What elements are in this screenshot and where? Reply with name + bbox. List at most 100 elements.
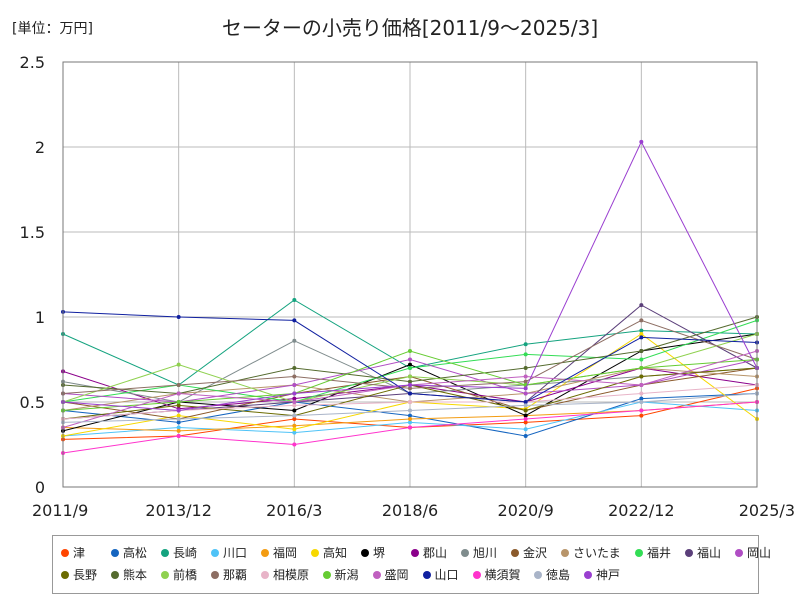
legend-marker-icon	[111, 548, 119, 557]
data-point	[292, 298, 297, 302]
data-point	[523, 408, 528, 413]
legend-label: 津	[73, 546, 86, 560]
data-point	[523, 352, 528, 357]
legend-label: 岡山	[747, 546, 772, 560]
data-point	[639, 332, 644, 336]
data-point	[639, 400, 644, 404]
data-point	[408, 408, 412, 413]
data-point	[176, 434, 181, 438]
data-point	[639, 408, 644, 413]
data-point	[523, 386, 528, 391]
legend-marker-icon	[534, 570, 542, 579]
legend-marker-icon	[361, 548, 369, 557]
data-point	[408, 386, 412, 391]
data-point	[523, 427, 528, 432]
legend-item: 前橋	[161, 566, 197, 584]
legend-item: 盛岡	[372, 566, 409, 584]
legend-marker-icon	[261, 570, 269, 579]
data-point	[176, 417, 181, 421]
legend-item: さいたま	[561, 544, 621, 562]
data-point	[176, 315, 181, 319]
data-point	[176, 400, 181, 404]
x-tick-label: 2025/3	[739, 501, 795, 520]
data-point	[292, 318, 297, 323]
legend-item: 郡山	[411, 544, 447, 562]
data-point	[292, 408, 297, 413]
data-point	[639, 374, 644, 379]
legend-marker-icon	[635, 548, 643, 557]
legend-item: 神戸	[584, 566, 620, 584]
data-point	[176, 413, 181, 418]
legend-label: 堺	[373, 546, 386, 560]
legend: 津 高松 長崎 川口 福岡 高知 堺 郡山 旭川 金沢 さいたま 福井 福山 岡山 長野 熊本 前橋 那覇 相模原 新…	[52, 535, 771, 594]
data-point	[292, 417, 297, 421]
legend-marker-icon	[372, 570, 381, 579]
data-point	[292, 413, 297, 418]
legend-label: 金沢	[523, 546, 548, 560]
legend-item: 岡山	[735, 544, 771, 562]
legend-label: 横須賀	[484, 568, 521, 582]
legend-label: 盛岡	[384, 568, 409, 582]
data-point	[639, 391, 644, 396]
legend-item: 高松	[111, 544, 147, 562]
axis-tick-labels: 0 0.5 1 1.5 2 2.5 2011/9 2013/12 2016/3 2018/6 202…	[20, 53, 795, 520]
legend-item: 新潟	[322, 566, 359, 584]
x-tick-label: 2018/6	[382, 501, 438, 520]
legend-marker-icon	[322, 570, 331, 579]
legend-marker-icon	[61, 570, 69, 579]
legend-marker-icon	[161, 548, 169, 557]
series-神戸	[61, 139, 759, 413]
y-tick-label: 0.5	[20, 393, 45, 412]
x-tick-label: 2013/12	[145, 501, 211, 520]
legend-item: 旭川	[461, 544, 497, 562]
y-tick-label: 1.5	[20, 223, 45, 242]
data-point	[408, 383, 412, 387]
legend-item: 長崎	[161, 544, 197, 562]
data-point	[639, 303, 644, 308]
data-point	[408, 374, 412, 379]
y-tick-label: 2.5	[20, 53, 45, 72]
data-point	[408, 400, 412, 404]
legend-item: 金沢	[511, 544, 547, 562]
data-point	[176, 403, 181, 408]
legend-marker-icon	[311, 548, 319, 557]
legend-item: 堺	[361, 544, 385, 562]
data-point	[639, 328, 644, 333]
legend-item: 徳島	[534, 566, 570, 584]
data-point	[523, 379, 528, 384]
legend-marker-icon	[61, 548, 69, 557]
legend-label: 熊本	[123, 568, 148, 582]
legend-item: 那覇	[211, 566, 247, 584]
legend-label: 長崎	[173, 546, 198, 560]
legend-label: 山口	[434, 568, 459, 582]
data-point	[523, 400, 528, 404]
data-point	[292, 338, 297, 343]
legend-item: 相模原	[261, 566, 309, 584]
data-point	[176, 383, 181, 387]
data-point	[176, 428, 181, 433]
legend-marker-icon	[211, 548, 219, 557]
chart-title: セーターの小売り価格[2011/9～2025/3]	[221, 16, 599, 40]
data-point	[523, 403, 528, 408]
legend-marker-icon	[422, 570, 431, 579]
data-point	[292, 366, 297, 370]
data-point	[408, 379, 412, 384]
legend-item: 横須賀	[472, 566, 521, 584]
legend-marker-icon	[561, 548, 569, 557]
data-point	[408, 349, 412, 353]
legend-item: 高知	[311, 544, 347, 562]
y-tick-label: 2	[35, 138, 45, 157]
legend-label: 福井	[647, 546, 672, 560]
data-point	[523, 417, 528, 421]
data-point	[292, 403, 297, 408]
legend-marker-icon	[261, 548, 269, 557]
series-lines	[61, 139, 759, 455]
x-tick-label: 2011/9	[32, 501, 88, 520]
data-point	[523, 434, 528, 438]
legend-marker-icon	[111, 570, 119, 579]
data-point	[176, 362, 181, 367]
data-point	[639, 357, 644, 362]
data-point	[639, 318, 644, 323]
legend-item: 長野	[61, 566, 97, 584]
